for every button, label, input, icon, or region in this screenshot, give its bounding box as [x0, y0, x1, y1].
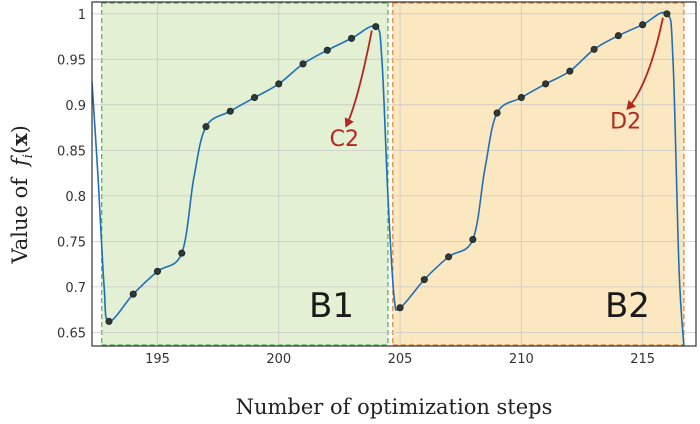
region-label-b1: B1 [309, 286, 354, 326]
annotation-label-d2: D2 [610, 109, 641, 134]
grid-layer [92, 2, 696, 346]
data-point [590, 45, 598, 53]
data-point [639, 21, 647, 29]
y-tick-labels: 0.65 0.7 0.75 0.8 0.85 0.9 0.95 1 [57, 8, 86, 342]
y-tick-label: 0.9 [65, 99, 86, 114]
x-tick-label: 195 [145, 352, 170, 367]
data-point [275, 80, 283, 88]
region-label-b2: B2 [605, 286, 650, 326]
y-tick-label: 0.65 [57, 326, 86, 341]
y-tick-label: 0.7 [65, 281, 86, 296]
data-point [299, 60, 307, 68]
x-tick-label: 205 [388, 352, 413, 367]
data-point [542, 80, 550, 88]
data-point [348, 34, 356, 42]
annotation-arrow-d2 [626, 17, 664, 110]
y-tick-label: 0.85 [57, 144, 86, 159]
y-axis-math-label: fi(x) [7, 125, 36, 168]
data-point [493, 109, 501, 117]
y-tick-label: 0.95 [57, 53, 86, 68]
x-tick-labels: 195 200 205 210 215 [145, 352, 655, 367]
data-point [251, 94, 259, 102]
regions-layer [101, 2, 685, 346]
x-axis-label: Number of optimization steps [236, 395, 553, 419]
data-point [663, 10, 671, 18]
data-point [372, 23, 380, 31]
y-tick-label: 0.75 [57, 235, 86, 250]
data-point [396, 304, 404, 312]
y-axis-label: Value of [8, 176, 32, 265]
data-point [129, 290, 137, 298]
annotation-label-c2: C2 [330, 127, 359, 152]
data-point [105, 317, 113, 325]
marker-layer [105, 10, 671, 325]
data-point [420, 276, 428, 284]
data-point [566, 67, 574, 75]
data-point [202, 123, 210, 131]
data-point [153, 267, 161, 275]
data-point [614, 32, 622, 40]
plot-frame [91, 1, 697, 347]
data-point [445, 253, 453, 261]
x-tick-label: 215 [630, 352, 655, 367]
curve-layer [92, 11, 685, 346]
y-tick-label: 1 [78, 8, 86, 23]
annotation-arrow-c2 [344, 30, 373, 128]
x-tick-label: 200 [266, 352, 291, 367]
y-tick-label: 0.8 [65, 190, 86, 205]
series-line [92, 11, 685, 346]
data-point [226, 107, 234, 115]
data-point [517, 94, 525, 102]
annotation-layer: C2 D2 [330, 17, 664, 152]
data-point [469, 236, 477, 244]
data-point [323, 46, 331, 54]
region-label-layer: B1 B2 [309, 286, 650, 326]
x-tick-label: 210 [509, 352, 534, 367]
data-point [178, 249, 186, 257]
